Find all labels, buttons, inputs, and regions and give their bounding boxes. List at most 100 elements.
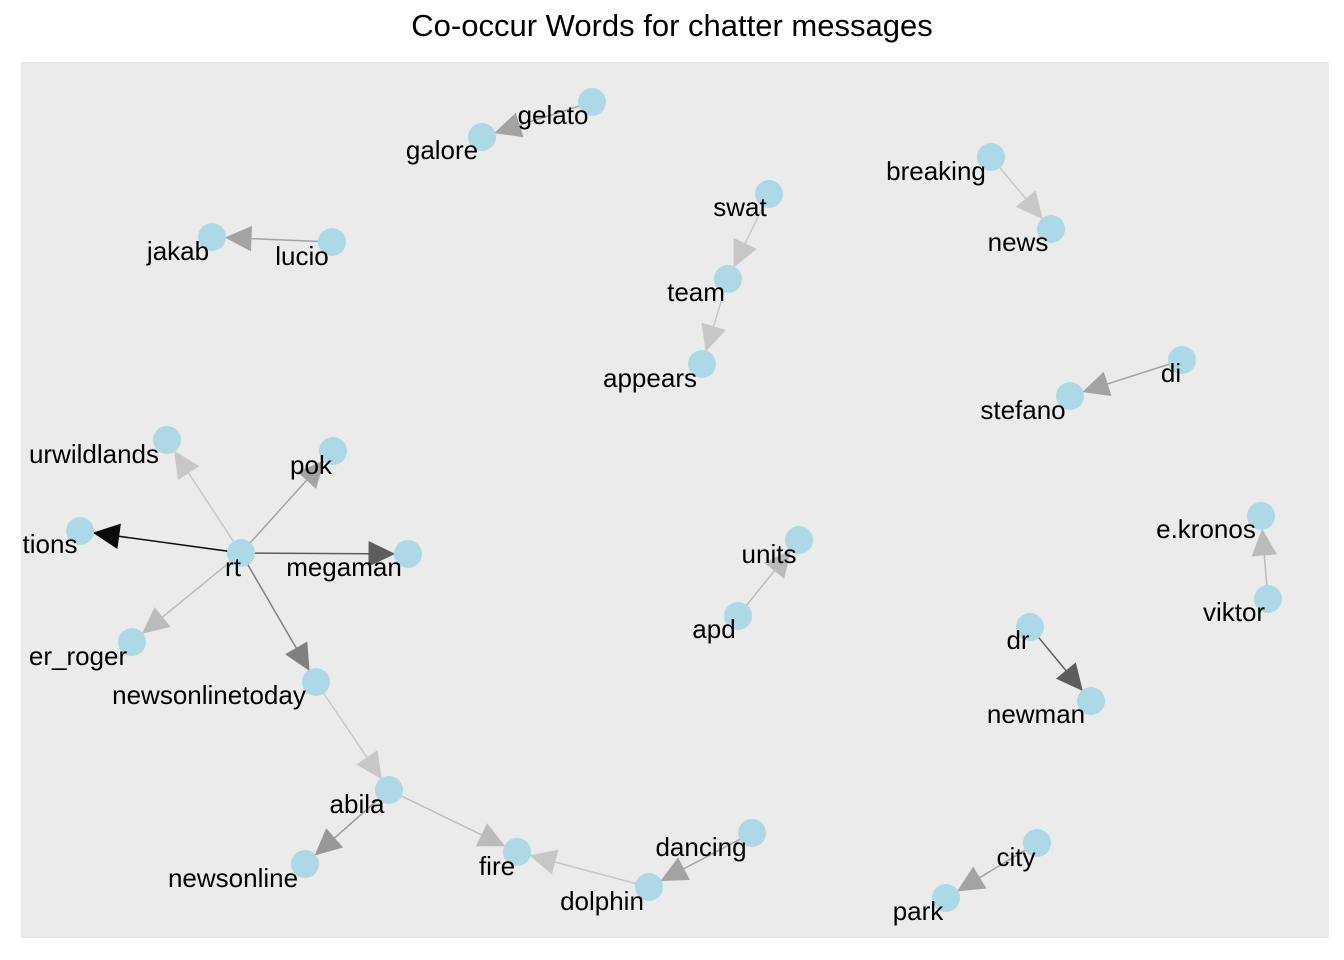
node-team bbox=[714, 265, 742, 293]
labels-layer: gelato galore breaking news swat team appears l… bbox=[23, 100, 1266, 926]
edge-rt-pok bbox=[240, 460, 325, 554]
node-label-pok: pok bbox=[290, 450, 333, 480]
edge-arrowhead bbox=[356, 750, 382, 780]
node-appears bbox=[688, 350, 716, 378]
node-er_roger bbox=[118, 628, 146, 656]
edge-arrowhead bbox=[368, 541, 396, 567]
node-newman bbox=[1077, 687, 1105, 715]
edge-arrowhead bbox=[92, 523, 121, 550]
node-label-dolphin: dolphin bbox=[560, 886, 644, 916]
edge-arrowhead bbox=[224, 225, 253, 252]
edges-layer bbox=[92, 101, 1278, 892]
node-label-urwildlands: urwildlands bbox=[29, 439, 159, 469]
node-label-swat: swat bbox=[713, 192, 767, 222]
edge-arrowhead bbox=[660, 857, 690, 882]
node-label-team: team bbox=[667, 277, 725, 307]
edge-arrowhead bbox=[529, 849, 559, 875]
node-tions bbox=[66, 517, 94, 545]
node-label-stefano: stefano bbox=[980, 395, 1065, 425]
node-label-er_roger: er_roger bbox=[29, 641, 128, 671]
node-label-newman: newman bbox=[987, 699, 1085, 729]
node-dolphin bbox=[635, 873, 663, 901]
edge-arrowhead bbox=[1251, 528, 1278, 557]
edge-arrowhead bbox=[314, 828, 344, 856]
node-label-tions: tions bbox=[23, 529, 78, 559]
edge-arrowhead bbox=[764, 549, 791, 579]
node-label-appears: appears bbox=[603, 363, 697, 393]
edge-line bbox=[240, 552, 370, 555]
edge-rt-newsonlinetoday bbox=[240, 552, 310, 671]
edge-arrowhead bbox=[1055, 662, 1083, 692]
node-label-apd: apd bbox=[692, 614, 735, 644]
node-news bbox=[1037, 215, 1065, 243]
edge-line bbox=[161, 552, 242, 618]
node-newsonlinetoday bbox=[302, 668, 330, 696]
node-label-galore: galore bbox=[406, 135, 478, 165]
node-e.kronos bbox=[1247, 502, 1275, 530]
node-swat bbox=[755, 180, 783, 208]
node-stefano bbox=[1056, 382, 1084, 410]
edge-arrowhead bbox=[1082, 371, 1112, 397]
edge-rt-er_roger bbox=[141, 552, 242, 634]
node-label-e.kronos: e.kronos bbox=[1156, 514, 1256, 544]
edge-abila-fire bbox=[388, 789, 506, 847]
node-jakab bbox=[198, 223, 226, 251]
node-label-viktor: viktor bbox=[1203, 597, 1265, 627]
edge-dolphin-fire bbox=[529, 849, 650, 888]
node-units bbox=[785, 526, 813, 554]
edge-arrowhead bbox=[733, 237, 757, 268]
chart-title: Co-occur Words for chatter messages bbox=[411, 8, 933, 43]
node-label-dr: dr bbox=[1006, 625, 1029, 655]
node-label-jakab: jakab bbox=[146, 236, 209, 266]
node-label-gelato: gelato bbox=[518, 100, 589, 130]
node-galore bbox=[468, 123, 496, 151]
node-apd bbox=[724, 602, 752, 630]
node-breaking bbox=[977, 143, 1005, 171]
edge-arrowhead bbox=[475, 823, 506, 847]
edge-arrowhead bbox=[1015, 190, 1043, 220]
node-label-breaking: breaking bbox=[886, 156, 986, 186]
node-label-news: news bbox=[988, 227, 1049, 257]
node-pok bbox=[319, 437, 347, 465]
edge-line bbox=[315, 681, 368, 759]
node-dr bbox=[1016, 613, 1044, 641]
edge-arrowhead bbox=[174, 450, 200, 481]
node-label-park: park bbox=[893, 896, 945, 926]
node-lucio bbox=[318, 228, 346, 256]
edge-rt-urwildlands bbox=[174, 450, 242, 554]
edge-arrowhead bbox=[285, 641, 310, 671]
node-label-abila: abila bbox=[330, 789, 385, 819]
edge-line bbox=[118, 535, 242, 554]
node-di bbox=[1168, 346, 1196, 374]
node-label-units: units bbox=[742, 539, 797, 569]
node-fire bbox=[503, 838, 531, 866]
edge-rt-megaman bbox=[240, 541, 396, 567]
node-abila bbox=[375, 776, 403, 804]
node-gelato bbox=[578, 88, 606, 116]
node-megaman bbox=[394, 540, 422, 568]
node-label-di: di bbox=[1161, 358, 1181, 388]
edge-line bbox=[554, 861, 650, 888]
node-label-rt: rt bbox=[225, 552, 242, 582]
edge-arrowhead bbox=[141, 607, 171, 634]
node-dancing bbox=[738, 819, 766, 847]
node-label-fire: fire bbox=[479, 851, 515, 881]
node-city bbox=[1023, 829, 1051, 857]
node-label-dancing: dancing bbox=[655, 832, 746, 862]
node-label-newsonlinetoday: newsonlinetoday bbox=[112, 680, 306, 710]
edge-rt-tions bbox=[92, 523, 242, 554]
node-label-lucio: lucio bbox=[275, 241, 328, 271]
edge-newsonlinetoday-abila bbox=[315, 681, 382, 780]
node-viktor bbox=[1254, 585, 1282, 613]
node-rt bbox=[227, 539, 255, 567]
plot-panel bbox=[21, 62, 1329, 938]
node-newsonline bbox=[291, 850, 319, 878]
node-label-city: city bbox=[997, 842, 1036, 872]
nodes-layer bbox=[66, 88, 1282, 912]
edge-arrowhead bbox=[701, 322, 726, 352]
node-park bbox=[932, 884, 960, 912]
edge-line bbox=[388, 789, 483, 836]
edge-line bbox=[187, 472, 242, 554]
